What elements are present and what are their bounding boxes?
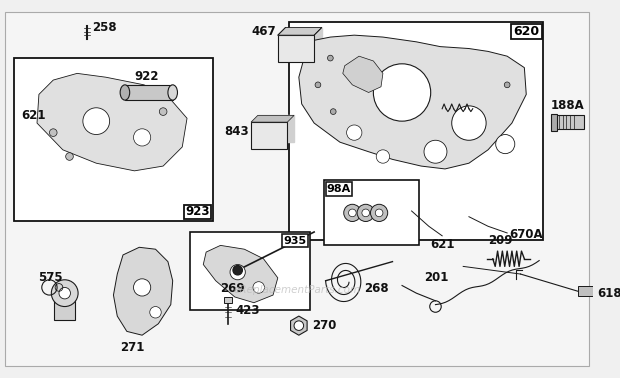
Text: 271: 271 xyxy=(120,341,144,354)
Text: 270: 270 xyxy=(312,319,337,332)
Text: 258: 258 xyxy=(92,21,117,34)
Text: 922: 922 xyxy=(135,70,159,83)
Bar xyxy=(59,320,63,324)
Text: 621: 621 xyxy=(22,109,46,122)
Circle shape xyxy=(50,129,57,136)
Polygon shape xyxy=(203,245,278,303)
Text: eReplacementParts.com: eReplacementParts.com xyxy=(233,285,360,295)
Text: 188A: 188A xyxy=(551,99,585,112)
Circle shape xyxy=(159,108,167,115)
Text: 618: 618 xyxy=(597,287,620,300)
Text: 268: 268 xyxy=(364,282,389,295)
Ellipse shape xyxy=(120,85,130,100)
Bar xyxy=(578,287,595,296)
Polygon shape xyxy=(285,28,322,54)
Text: 670A: 670A xyxy=(509,228,542,241)
Circle shape xyxy=(343,204,361,222)
Bar xyxy=(551,113,557,131)
Text: 209: 209 xyxy=(488,234,513,247)
Circle shape xyxy=(495,135,515,153)
Circle shape xyxy=(362,209,370,217)
Circle shape xyxy=(327,55,333,61)
Text: 620: 620 xyxy=(513,25,539,38)
Circle shape xyxy=(504,82,510,88)
Bar xyxy=(125,85,173,100)
Bar xyxy=(251,122,287,149)
Bar xyxy=(281,234,308,247)
Circle shape xyxy=(373,64,431,121)
Text: 201: 201 xyxy=(424,271,449,284)
Bar xyxy=(54,293,75,320)
Circle shape xyxy=(150,307,161,318)
Polygon shape xyxy=(258,115,294,142)
Text: 575: 575 xyxy=(38,271,63,284)
Circle shape xyxy=(233,265,242,275)
Bar xyxy=(190,232,310,310)
Circle shape xyxy=(133,129,151,146)
Bar xyxy=(54,320,58,326)
Circle shape xyxy=(133,279,151,296)
Circle shape xyxy=(348,209,356,217)
Circle shape xyxy=(66,153,73,160)
Polygon shape xyxy=(113,247,173,335)
Polygon shape xyxy=(251,115,294,122)
Ellipse shape xyxy=(168,85,177,100)
Bar xyxy=(278,35,314,62)
Bar xyxy=(324,180,419,245)
Polygon shape xyxy=(291,316,307,335)
Bar xyxy=(326,182,352,196)
Text: 467: 467 xyxy=(251,25,276,38)
Circle shape xyxy=(376,150,389,163)
Polygon shape xyxy=(343,56,383,93)
Bar xyxy=(184,205,211,218)
Circle shape xyxy=(51,280,78,307)
FancyBboxPatch shape xyxy=(83,20,91,26)
Circle shape xyxy=(230,265,246,280)
Bar xyxy=(69,320,73,325)
Text: 423: 423 xyxy=(236,304,260,317)
Polygon shape xyxy=(278,28,322,35)
Text: 843: 843 xyxy=(224,125,249,138)
Circle shape xyxy=(424,140,447,163)
Bar xyxy=(555,115,583,129)
Circle shape xyxy=(315,82,321,88)
Circle shape xyxy=(59,287,71,299)
Circle shape xyxy=(357,204,374,222)
Circle shape xyxy=(83,108,110,135)
Bar xyxy=(14,58,213,220)
Bar xyxy=(290,22,544,240)
Circle shape xyxy=(330,109,336,115)
Circle shape xyxy=(452,106,486,140)
Circle shape xyxy=(294,321,304,330)
Bar xyxy=(224,297,232,303)
Bar xyxy=(64,320,68,328)
Text: 935: 935 xyxy=(283,235,306,246)
Text: 621: 621 xyxy=(430,238,454,251)
Circle shape xyxy=(347,125,362,140)
Bar xyxy=(511,24,541,39)
Polygon shape xyxy=(299,35,526,169)
Text: 923: 923 xyxy=(185,205,210,218)
Circle shape xyxy=(253,282,265,293)
Circle shape xyxy=(371,204,388,222)
Text: 98A: 98A xyxy=(327,184,351,194)
Circle shape xyxy=(375,209,383,217)
Text: 269: 269 xyxy=(221,282,246,295)
Polygon shape xyxy=(37,73,187,171)
